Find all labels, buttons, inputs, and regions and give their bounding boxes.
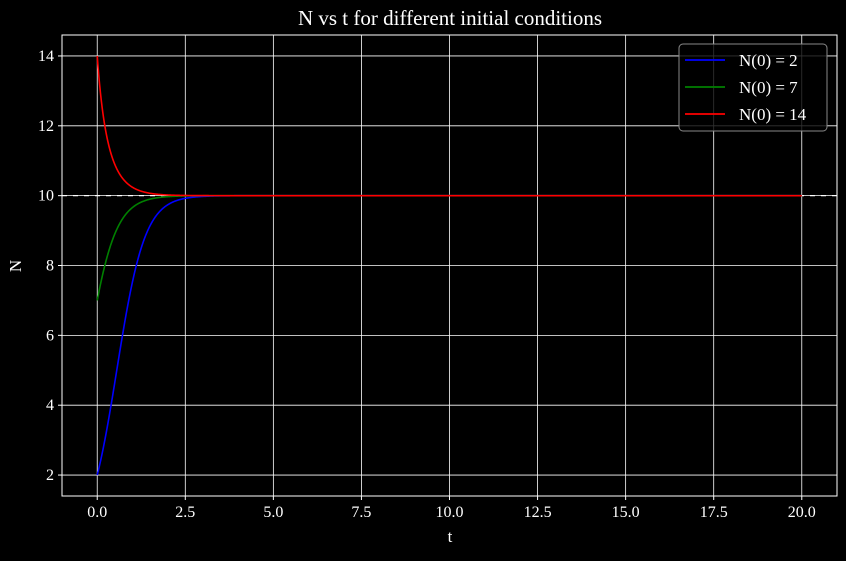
x-tick-label: 5.0 [263,504,283,521]
x-tick-label: 15.0 [612,504,640,521]
x-tick-label: 20.0 [788,504,816,521]
y-tick-label: 14 [38,48,54,65]
y-tick-label: 6 [46,327,54,344]
legend: N(0) = 2 N(0) = 7 N(0) = 14 [678,43,828,132]
y-tick-label: 12 [38,118,54,135]
x-tick-label: 2.5 [175,504,195,521]
legend-box [678,43,828,132]
ticks: 0.0 2.5 5.0 7.5 10.0 12.5 15.0 17.5 20.0 2 4 6 8 10 12… [38,48,816,521]
x-axis-label: t [448,527,453,546]
x-tick-label: 12.5 [524,504,552,521]
y-axis-label: N [6,260,25,272]
x-tick-label: 7.5 [351,504,371,521]
y-tick-label: 8 [46,258,54,275]
series-line-3 [96,55,802,197]
x-tick-label: 10.0 [436,504,464,521]
plot-frame [61,34,838,497]
legend-label: N(0) = 14 [739,105,807,124]
x-tick-label: 17.5 [700,504,728,521]
y-tick-label: 10 [38,188,54,205]
legend-label: N(0) = 2 [739,51,798,70]
series-lines [62,55,837,476]
x-tick-label: 0.0 [87,504,107,521]
legend-label: N(0) = 7 [739,78,798,97]
y-tick-label: 4 [46,397,54,414]
y-tick-label: 2 [46,467,54,484]
chart-title: N vs t for different initial conditions [298,6,602,30]
